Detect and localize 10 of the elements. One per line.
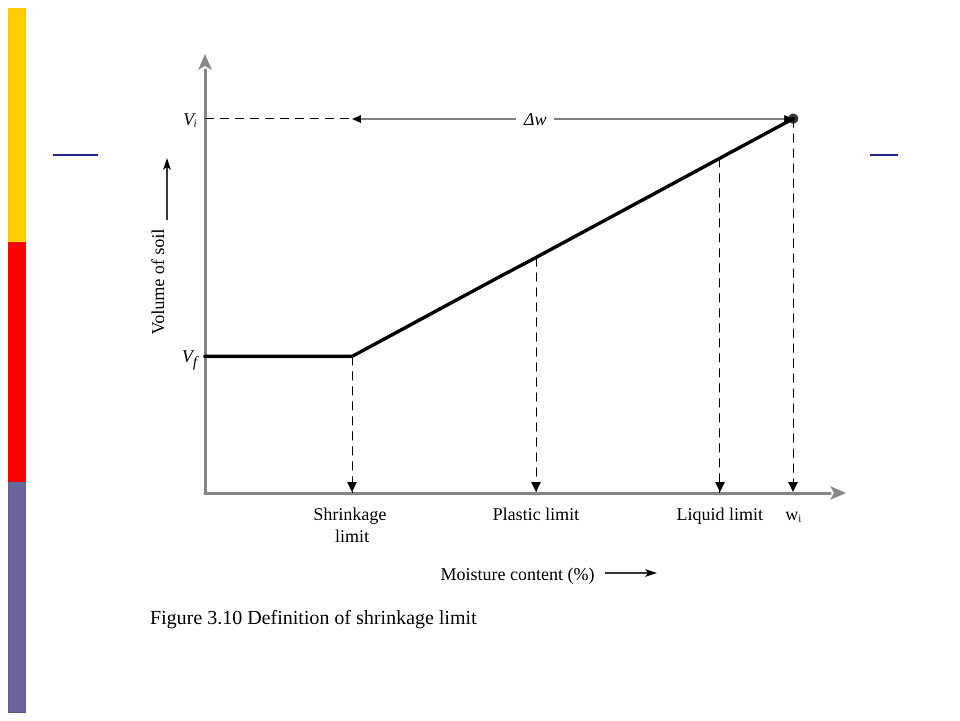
x-tick-label: Liquid limit bbox=[676, 504, 763, 524]
x-tick-label: Plastic limit bbox=[492, 504, 580, 524]
annotation: Δw bbox=[516, 106, 554, 131]
x-tick-label: wᵢ bbox=[785, 504, 802, 524]
x-axis-title: Moisture content (%) bbox=[440, 564, 594, 584]
x-tick-label: Shrinkage limit bbox=[313, 504, 391, 546]
text: Figure 3.10 Definition of shrinkage limit bbox=[150, 607, 478, 629]
text: Vᵢ bbox=[183, 108, 197, 131]
text: V$_{f}$ bbox=[182, 345, 197, 371]
y-axis-title: Volume of soil bbox=[148, 228, 168, 334]
